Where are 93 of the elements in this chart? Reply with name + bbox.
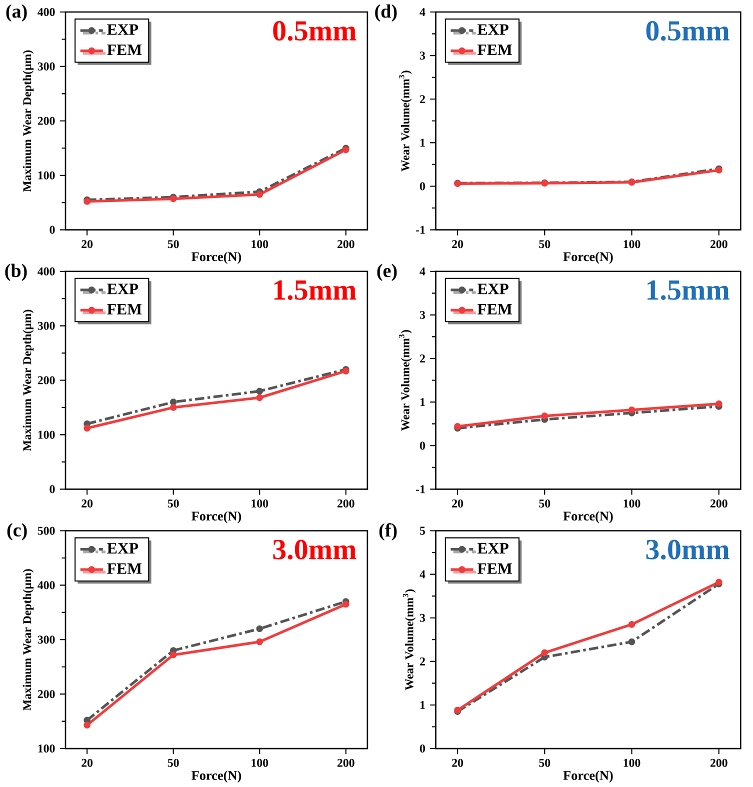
x-tick-label: 50 (539, 499, 550, 508)
y-axis-title: Wear Volume(mm$^{3}$) (403, 589, 416, 690)
chart-subtitle: 3.0mm (273, 540, 356, 560)
legend-label: EXP (478, 24, 509, 35)
x-tick-label: 200 (338, 758, 355, 767)
y-tick-label: 4 (420, 267, 426, 276)
legend-label: EXP (107, 24, 138, 35)
y-tick-label: 0 (50, 226, 55, 234)
y-axis-title: Wear Volume(mm$^{3}$) (399, 330, 412, 431)
x-axis-title: Force(N) (192, 770, 242, 783)
legend-label: EXP (107, 284, 138, 294)
x-axis-title: Force(N) (192, 511, 242, 524)
y-tick-label: 400 (38, 581, 55, 590)
chart-subtitle: 3.0mm (646, 540, 730, 560)
chart-title: (d) (375, 4, 397, 22)
chart-subtitle: 0.5mm (273, 21, 356, 41)
chart-title: (c) (8, 523, 28, 540)
y-tick-label: -1 (416, 485, 426, 494)
x-tick-label: 20 (82, 758, 93, 767)
legend-label: EXP (107, 543, 138, 554)
chart-subtitle: 1.5mm (274, 280, 356, 300)
x-tick-label: 20 (82, 499, 93, 508)
x-axis-title: Force(N) (564, 252, 614, 264)
y-axis-title: Maximum Wear Depth(μm) (23, 569, 34, 710)
x-tick-label: 50 (168, 499, 180, 508)
legend-label: FEM (107, 563, 142, 574)
y-tick-label: 100 (38, 171, 55, 180)
x-tick-label: 50 (168, 758, 180, 767)
legend-label: FEM (478, 563, 512, 574)
x-tick-label: 50 (539, 240, 550, 248)
chart-title: (b) (5, 264, 28, 281)
y-tick-label: 1 (420, 138, 426, 147)
y-tick-label: 300 (38, 322, 55, 330)
y-tick-label: 2 (420, 354, 426, 362)
y-axis-title: Maximum Wear Depth(μm) (23, 310, 34, 452)
x-tick-label: 20 (452, 240, 464, 248)
chart-subtitle: 0.5mm (646, 21, 730, 41)
y-tick-label: 3 (420, 614, 426, 622)
legend-label: EXP (478, 284, 509, 294)
y-tick-label: 0 (50, 485, 55, 494)
y-tick-label: 1 (420, 398, 426, 406)
legend-label: FEM (478, 304, 512, 314)
y-tick-label: 200 (38, 116, 55, 125)
y-tick-label: 300 (38, 62, 55, 70)
x-tick-label: 20 (452, 758, 464, 767)
x-tick-label: 200 (338, 240, 355, 248)
chart-title: (e) (378, 264, 397, 281)
x-tick-label: 20 (452, 499, 464, 508)
x-tick-label: 200 (710, 240, 728, 248)
y-tick-label: 100 (38, 744, 55, 753)
chart-title: (f) (380, 523, 397, 541)
y-tick-label: 0 (420, 442, 426, 450)
y-tick-label: 300 (38, 636, 55, 644)
chart-subtitle: 1.5mm (648, 280, 730, 300)
y-axis-title: Maximum Wear Depth(μm) (23, 50, 34, 192)
y-tick-label: 200 (38, 376, 55, 384)
y-tick-label: 3 (420, 310, 426, 319)
x-tick-label: 100 (624, 758, 640, 767)
y-tick-label: 0 (420, 744, 426, 753)
y-tick-label: 5 (420, 526, 426, 535)
x-tick-label: 100 (252, 758, 268, 767)
x-axis-title: Force(N) (192, 252, 242, 264)
y-tick-label: -1 (416, 226, 426, 234)
x-tick-label: 100 (252, 240, 268, 248)
y-tick-label: 400 (38, 8, 55, 16)
y-tick-label: 200 (38, 690, 55, 698)
x-tick-label: 200 (710, 758, 728, 767)
x-tick-label: 50 (539, 758, 550, 767)
x-tick-label: 200 (710, 499, 728, 508)
y-tick-label: 500 (38, 526, 55, 535)
y-tick-label: 2 (420, 657, 426, 666)
chart-title: (a) (6, 4, 28, 22)
y-tick-label: 0 (420, 182, 426, 190)
y-tick-label: 4 (420, 8, 426, 16)
y-tick-label: 400 (38, 267, 55, 276)
x-tick-label: 100 (624, 499, 640, 508)
x-tick-label: 100 (624, 240, 640, 248)
x-axis-title: Force(N) (564, 511, 614, 524)
y-tick-label: 100 (38, 430, 55, 439)
y-axis-title: Wear Volume(mm$^{3}$) (399, 70, 412, 172)
x-tick-label: 100 (252, 499, 268, 508)
x-tick-label: 20 (82, 240, 93, 248)
legend-label: EXP (478, 543, 509, 554)
legend-label: FEM (107, 304, 142, 314)
y-tick-label: 3 (420, 52, 426, 60)
legend-label: FEM (478, 44, 512, 55)
y-tick-label: 1 (420, 701, 426, 709)
y-tick-label: 4 (420, 570, 426, 578)
y-tick-label: 2 (420, 95, 426, 104)
x-tick-label: 200 (338, 499, 355, 508)
legend-label: FEM (107, 44, 142, 55)
x-tick-label: 50 (168, 240, 180, 248)
x-axis-title: Force(N) (564, 770, 614, 783)
